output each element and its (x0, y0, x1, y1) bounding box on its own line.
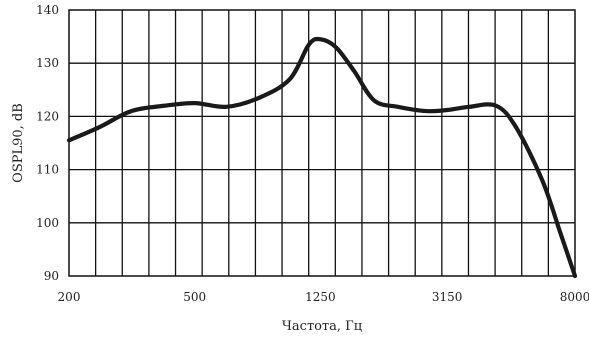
plot-frame (68, 9, 576, 277)
x-tick-label: 1250 (305, 290, 336, 304)
y-tick-label: 130 (36, 56, 59, 70)
y-tick-label: 140 (36, 3, 59, 17)
series-line (66, 36, 578, 279)
x-tick-label: 200 (58, 290, 81, 304)
y-tick-label: 100 (36, 216, 59, 230)
x-tick-label: 3150 (432, 290, 463, 304)
y-tick-label: 90 (44, 269, 59, 283)
x-tick-labels: 200 500 1250 3150 8000 (58, 290, 589, 304)
series-layer (66, 36, 578, 279)
y-axis-label: OSPL90, dB (11, 103, 26, 183)
y-tick-label: 120 (36, 109, 59, 123)
x-tick-label: 500 (183, 290, 206, 304)
x-tick-label: 8000 (560, 290, 589, 304)
y-tick-labels: 90 100 110 120 130 140 (36, 3, 59, 283)
grid (69, 10, 575, 276)
x-axis-label: Частота, Гц (282, 319, 362, 334)
y-tick-label: 110 (36, 163, 59, 177)
